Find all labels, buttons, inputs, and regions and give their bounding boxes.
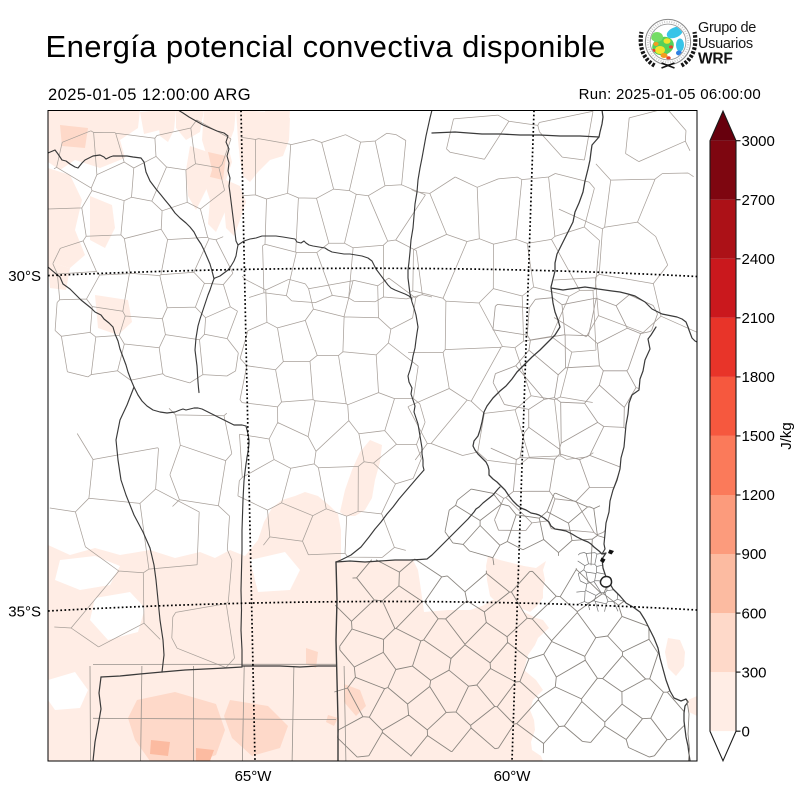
svg-text:WRF: WRF xyxy=(698,51,733,68)
svg-text:60°W: 60°W xyxy=(494,768,532,785)
svg-text:Energía potencial convectiva d: Energía potencial convectiva disponible xyxy=(46,29,606,64)
svg-text:600: 600 xyxy=(742,605,767,622)
svg-text:Usuarios: Usuarios xyxy=(698,36,753,52)
svg-text:1200: 1200 xyxy=(742,487,775,504)
svg-text:2100: 2100 xyxy=(742,310,775,327)
svg-text:1500: 1500 xyxy=(742,428,775,445)
svg-text:3000: 3000 xyxy=(742,133,775,150)
svg-text:1800: 1800 xyxy=(742,369,775,386)
svg-text:300: 300 xyxy=(742,664,767,681)
svg-text:35°S: 35°S xyxy=(8,604,41,621)
svg-text:J/kg: J/kg xyxy=(778,422,795,450)
svg-text:2025-01-05 12:00:00 ARG: 2025-01-05 12:00:00 ARG xyxy=(48,86,251,104)
svg-text:2700: 2700 xyxy=(742,192,775,209)
svg-text:65°W: 65°W xyxy=(235,768,273,785)
svg-text:2400: 2400 xyxy=(742,251,775,268)
svg-text:Run: 2025-01-05 06:00:00: Run: 2025-01-05 06:00:00 xyxy=(579,86,761,103)
svg-text:900: 900 xyxy=(742,546,767,563)
svg-text:0: 0 xyxy=(742,723,750,740)
svg-text:30°S: 30°S xyxy=(8,268,41,285)
svg-text:Grupo de: Grupo de xyxy=(698,20,756,36)
